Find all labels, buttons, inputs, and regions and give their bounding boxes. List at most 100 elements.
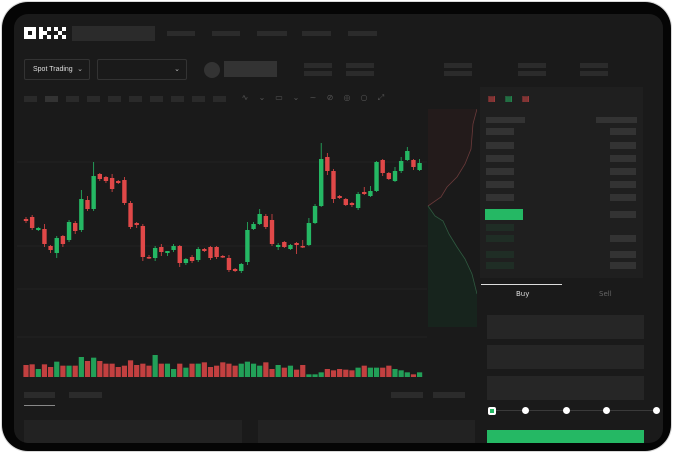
volume-bar — [343, 369, 349, 377]
volume-bar — [250, 363, 257, 377]
tab-sell[interactable]: Sell — [599, 290, 612, 298]
target-icon[interactable]: ◎ — [343, 93, 351, 102]
tab-buy[interactable]: Buy — [516, 290, 530, 298]
total-input[interactable] — [487, 376, 644, 400]
market-type-dropdown[interactable]: Spot Trading ⌄ — [24, 59, 90, 80]
slider-step[interactable] — [563, 407, 570, 414]
volume-bar — [287, 365, 294, 377]
volume-bar — [324, 369, 330, 377]
nav-item[interactable] — [212, 31, 240, 36]
tab-order-history[interactable] — [69, 392, 102, 398]
volume-bar — [312, 374, 318, 377]
chevron-down-icon[interactable]: ⌄ — [292, 93, 300, 102]
candle-body — [91, 176, 96, 209]
candle-body — [392, 171, 398, 181]
volume-bar — [41, 364, 48, 377]
timeframe-button[interactable] — [171, 96, 184, 102]
slider-step[interactable] — [653, 407, 660, 414]
candle-body — [349, 203, 355, 205]
volume-bar — [121, 365, 127, 377]
candle-body — [368, 191, 373, 196]
pair-dropdown[interactable]: ⌄ — [97, 59, 187, 80]
circle-icon[interactable]: ○ — [360, 93, 368, 102]
candle-body — [343, 199, 348, 205]
candle-body — [177, 246, 182, 263]
volume-bar — [361, 365, 367, 377]
volume-bar — [404, 372, 410, 377]
volume-bar — [337, 369, 343, 377]
timeframe-button[interactable] — [24, 96, 37, 102]
bid-price — [486, 224, 514, 231]
nav-item[interactable] — [302, 31, 331, 36]
timeframe-button[interactable] — [129, 96, 142, 102]
nav-item[interactable] — [257, 31, 287, 36]
buy-submit-button[interactable] — [487, 430, 644, 443]
candle-body — [171, 246, 176, 250]
indicator-icon[interactable]: ∿ — [241, 93, 249, 102]
candle-body — [60, 236, 66, 244]
orderbook-both-icon[interactable]: ▤ — [488, 94, 496, 103]
stat-label — [518, 63, 546, 68]
candle-body — [36, 228, 41, 230]
orderbook-buy-icon[interactable]: ▤ — [505, 94, 513, 103]
volume-bar — [349, 370, 355, 377]
timeframe-button[interactable] — [192, 96, 205, 102]
slider-step[interactable] — [522, 407, 529, 414]
timeframe-button[interactable] — [66, 96, 79, 102]
percent-slider-handle[interactable] — [488, 407, 496, 415]
nav-item[interactable] — [348, 31, 377, 36]
candle-body — [146, 257, 152, 259]
candle-body — [374, 162, 379, 191]
candle-body — [251, 224, 256, 229]
candle-body — [196, 249, 201, 260]
volume-bar — [29, 364, 35, 377]
candle-body — [226, 258, 232, 270]
candle-body — [380, 160, 385, 173]
order-book — [480, 87, 643, 278]
volume-bar — [281, 367, 287, 377]
orderbook-sell-icon[interactable]: ▤ — [522, 94, 530, 103]
okx-logo[interactable] — [24, 27, 66, 39]
price-input[interactable] — [487, 315, 644, 339]
timeframe-button[interactable] — [45, 96, 58, 102]
timeframe-button[interactable] — [213, 96, 226, 102]
candle-body — [54, 238, 59, 253]
timeframe-button[interactable] — [108, 96, 121, 102]
slider-step[interactable] — [603, 407, 610, 414]
candle-body — [159, 247, 164, 252]
nav-item[interactable] — [167, 31, 195, 36]
tab-open-orders[interactable] — [24, 392, 55, 398]
candle-body — [282, 242, 287, 247]
volume-bar — [84, 361, 91, 377]
candle-body — [103, 177, 109, 181]
volume-bar — [97, 361, 103, 377]
volume-bar — [386, 365, 392, 377]
volume-bar — [257, 365, 263, 377]
bid-price — [486, 251, 514, 258]
volume-bar — [158, 363, 164, 377]
volume-bar — [380, 367, 386, 377]
candle-body — [257, 214, 262, 224]
candlestick-chart[interactable] — [17, 107, 427, 377]
volume-bar — [300, 365, 306, 377]
percent-slider-track[interactable] — [492, 410, 660, 411]
chevron-down-icon[interactable]: ⌄ — [258, 93, 266, 102]
brush-icon[interactable]: ⊘ — [326, 93, 334, 102]
volume-bar — [72, 365, 78, 377]
amount-input[interactable] — [487, 345, 644, 369]
filter-button[interactable] — [391, 392, 423, 398]
timeframe-button[interactable] — [87, 96, 100, 102]
filter-button[interactable] — [433, 392, 465, 398]
orderbook-header — [486, 117, 525, 123]
fullscreen-icon[interactable]: ⤢ — [377, 93, 385, 102]
timeframe-button[interactable] — [150, 96, 163, 102]
volume-bar — [330, 370, 337, 377]
line-tool-icon[interactable]: ~ — [309, 93, 317, 102]
volume-bar — [54, 361, 60, 377]
search-bar[interactable] — [72, 26, 155, 41]
candle-body — [232, 269, 238, 271]
candle-body — [288, 245, 293, 249]
volume-bar — [226, 363, 232, 377]
candle-body — [165, 251, 170, 253]
candle-type-icon[interactable]: ▭ — [275, 93, 283, 102]
